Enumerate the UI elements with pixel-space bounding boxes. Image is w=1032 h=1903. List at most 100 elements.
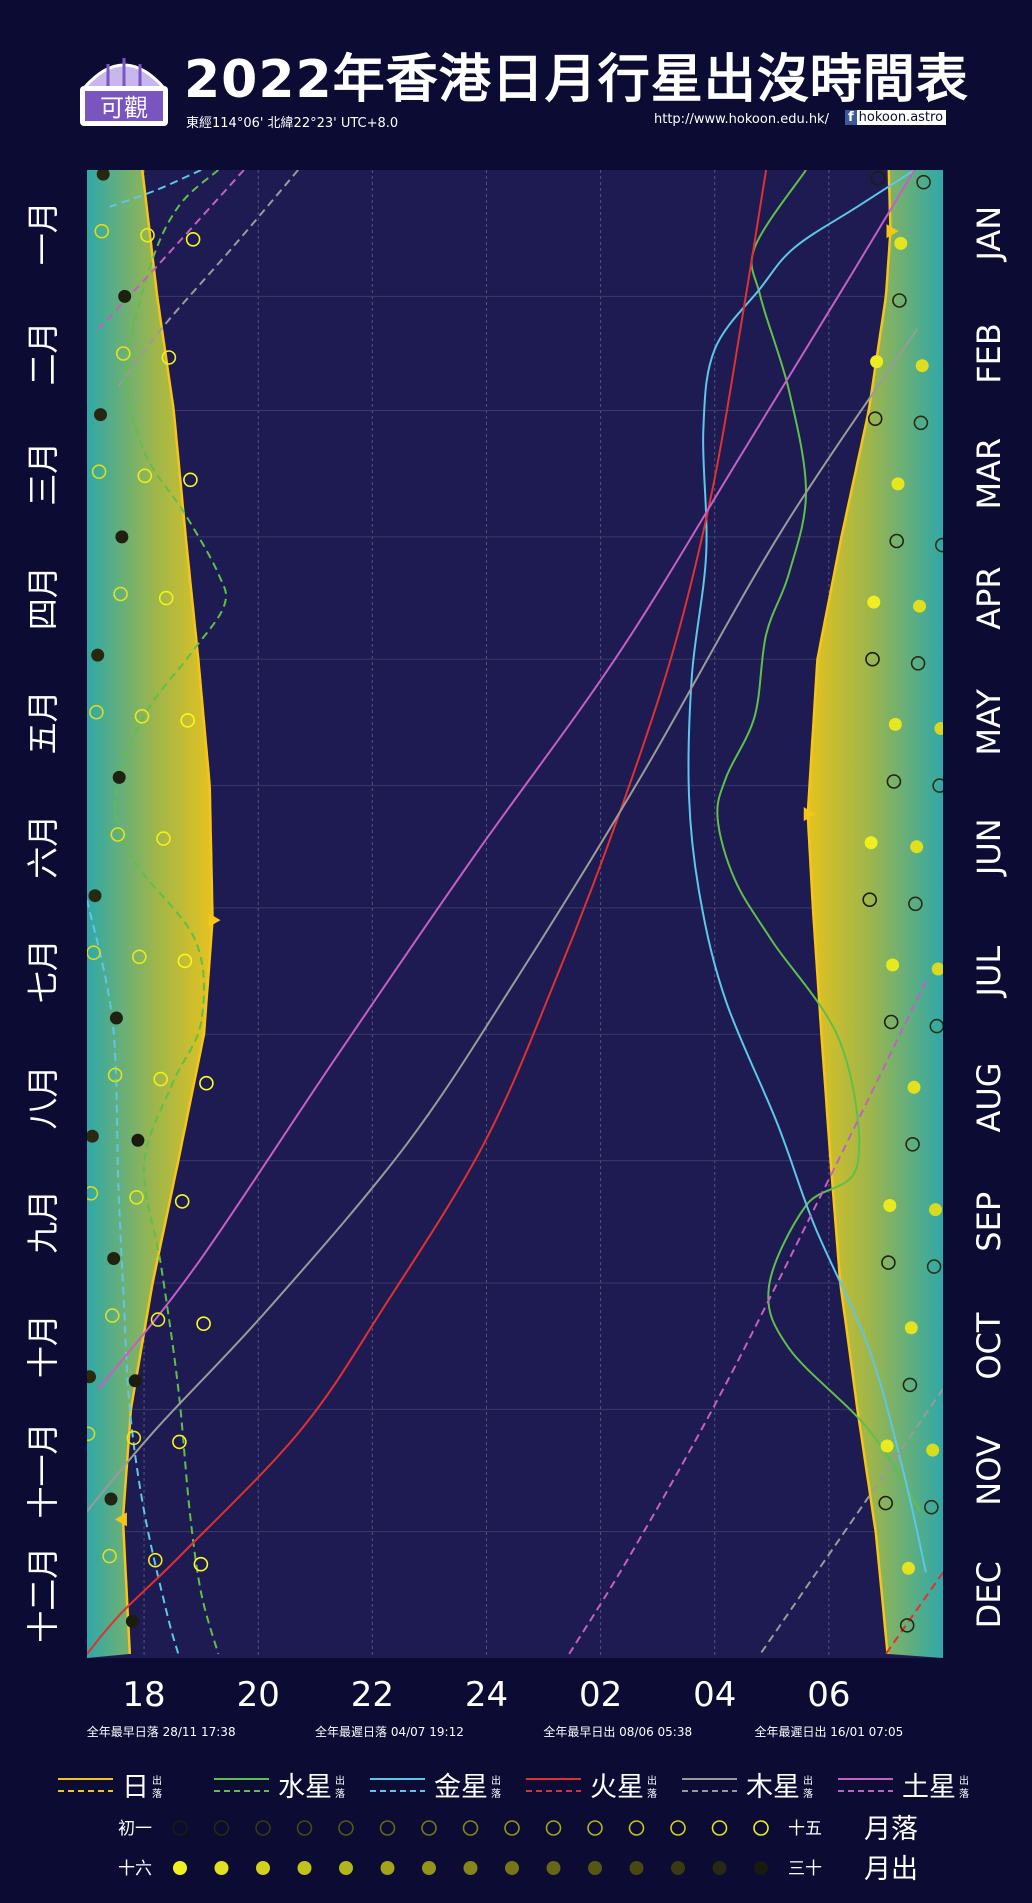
moonset-marker	[87, 1186, 99, 1201]
moonset-marker	[116, 346, 131, 361]
moonrise-marker	[915, 359, 929, 373]
legend-rise-small: 出	[803, 1774, 813, 1787]
moonset-marker	[199, 1075, 214, 1091]
jupiter-set-line	[114, 170, 299, 391]
saturn-rise-line	[97, 170, 916, 1390]
jupiter-rise-line	[87, 328, 919, 1512]
x-tick-label: 04	[693, 1675, 736, 1715]
month-label-zh: 三月	[24, 442, 62, 506]
legend-moonrise-marker	[546, 1861, 561, 1875]
moonset-marker	[180, 713, 195, 728]
moonset-marker	[134, 708, 150, 724]
moonset-marker	[913, 415, 929, 431]
legend-mercury-label: 水星	[278, 1772, 332, 1803]
website-url[interactable]: http://www.hokoon.edu.hk/	[654, 112, 829, 127]
legend-rise-small: 出	[491, 1774, 501, 1787]
moonrise-marker	[107, 1252, 121, 1265]
legend-moonset-marker	[711, 1820, 728, 1836]
page-header: 可觀 2022年香港日月行星出沒時間表 東經114°06' 北緯22°23' U…	[0, 0, 1032, 160]
legend-moonset-marker	[338, 1820, 354, 1836]
moonrise-marker	[94, 408, 107, 422]
moonset-marker	[174, 1194, 190, 1209]
x-tick-label: 06	[807, 1675, 850, 1715]
moonset-marker	[89, 704, 104, 720]
moonset-marker	[150, 1312, 166, 1327]
legend-rise-small: 出	[152, 1774, 162, 1787]
moonrise-marker	[910, 840, 924, 854]
hokoon-logo: 可觀	[80, 58, 168, 126]
legend-rise-small: 出	[959, 1774, 969, 1787]
month-label-zh: 四月	[24, 566, 62, 630]
moonrise-marker	[888, 717, 902, 731]
planet-lines	[87, 170, 943, 1655]
legend-moonrise-marker	[712, 1861, 727, 1875]
moonrise-marker	[870, 355, 884, 369]
moonset-marker	[867, 411, 883, 427]
legend-moonrise-marker	[505, 1861, 519, 1875]
moonrise-marker	[115, 530, 129, 544]
x-axis: 18 20 22 24 02 04 06 全年最早日落 28/11 17:38 全年最遲日落 0…	[87, 1675, 903, 1739]
saturn-set-line	[97, 170, 245, 330]
x-tick-label: 18	[122, 1675, 165, 1715]
sun-extreme-markers	[114, 224, 899, 1527]
legend-moonrise-end: 三十	[788, 1859, 822, 1879]
moonrise-marker	[891, 477, 905, 491]
legend-sun-label: 日	[122, 1772, 149, 1803]
moonset-marker	[87, 1426, 96, 1442]
moonset-marker	[902, 1377, 918, 1393]
moonrise-marker	[880, 1439, 894, 1453]
legend-moonrise-marker	[588, 1861, 602, 1875]
x-tick-label: 02	[579, 1675, 622, 1715]
moonrise-marker	[125, 1614, 139, 1628]
moonrise-marker	[931, 962, 943, 976]
moonset-marker	[94, 223, 110, 239]
moonset-marker	[110, 827, 126, 842]
month-label-en: AUG	[970, 1062, 1008, 1132]
legend-moonset-marker	[628, 1820, 645, 1836]
legend-moonrise-marker	[629, 1861, 644, 1875]
moonset-marker	[177, 953, 193, 969]
observer-coordinates: 東經114°06' 北緯22°23' UTC+8.0	[186, 116, 399, 131]
legend-moonset-marker	[379, 1820, 396, 1836]
month-label-zh: 十一月	[24, 1422, 62, 1518]
moonset-marker	[102, 1548, 117, 1564]
latest-sunset-marker	[208, 913, 221, 928]
legend-moonrise-marker	[256, 1861, 270, 1875]
moonset-marker	[172, 1434, 187, 1450]
moonset-marker	[908, 896, 923, 912]
moon-markers	[87, 170, 943, 1633]
month-label-en: SEP	[970, 1192, 1008, 1252]
legend-moonset-label: 月落	[864, 1814, 918, 1845]
moonset-marker	[870, 170, 886, 186]
moonset-marker	[185, 232, 201, 247]
legend-moonset-marker	[296, 1820, 313, 1836]
moonset-marker	[892, 293, 907, 308]
legend-moonset-marker	[753, 1820, 769, 1836]
month-label-zh: 八月	[24, 1065, 62, 1129]
moonset-marker	[924, 1499, 939, 1515]
moonset-marker	[926, 1259, 942, 1274]
legend-moonset-end: 十五	[788, 1819, 822, 1839]
moonset-marker	[196, 1316, 211, 1331]
month-label-en: JAN	[970, 206, 1008, 263]
legend-moonset-marker	[172, 1820, 188, 1836]
facebook-link[interactable]: f hokoon.astro	[845, 110, 947, 125]
moonrise-marker	[128, 1374, 142, 1388]
moonset-marker	[140, 227, 155, 243]
rise-set-chart: 一月 JAN 二月 FEB 三月 MAR 四月 APR 五月 MAY 六月 JUN 七月 JUL 八月 AUG…	[24, 170, 1008, 1885]
moonset-marker	[865, 651, 880, 667]
legend-moonset-marker	[504, 1820, 520, 1836]
month-label-en: APR	[970, 566, 1008, 629]
legend-set-small: 落	[335, 1788, 345, 1800]
legend-moonrise-marker	[173, 1861, 187, 1875]
legend-moonrise-marker	[754, 1861, 768, 1875]
legend-moonrise-marker	[422, 1861, 436, 1875]
moonset-marker	[129, 1190, 144, 1205]
moonset-marker	[916, 174, 931, 190]
moonrise-marker	[934, 722, 943, 735]
moonset-marker	[183, 472, 198, 488]
page-title: 2022年香港日月行星出沒時間表	[184, 50, 969, 110]
month-label-en: NOV	[970, 1435, 1008, 1506]
moonset-marker	[910, 655, 926, 671]
legend-moonrise-marker	[463, 1861, 478, 1875]
